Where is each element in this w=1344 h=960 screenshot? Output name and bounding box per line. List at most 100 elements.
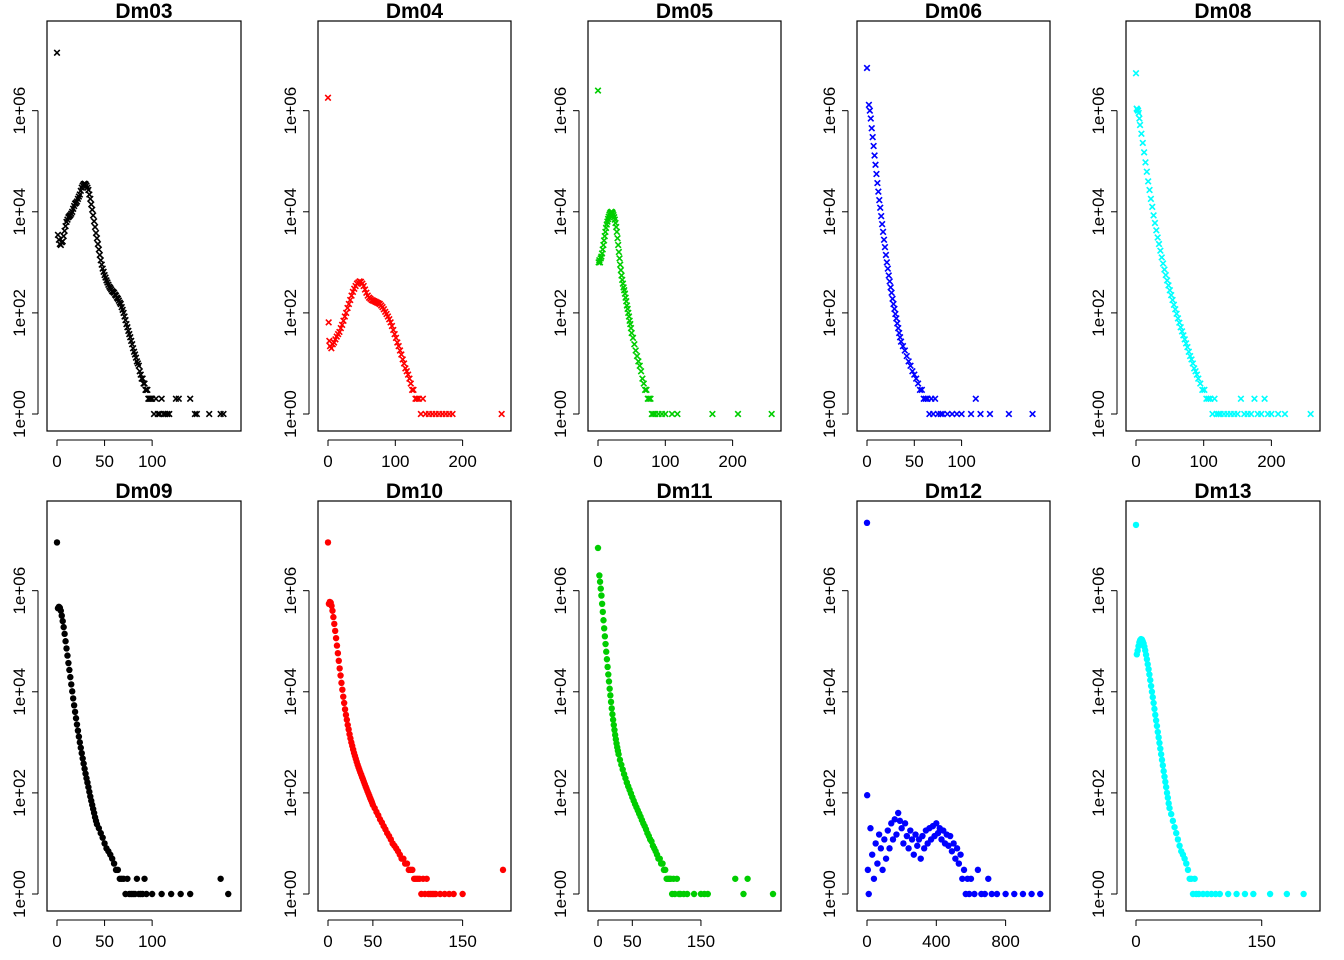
data-point — [993, 890, 1001, 898]
data-point — [874, 179, 881, 187]
data-point — [888, 289, 895, 297]
data-point — [143, 890, 150, 898]
data-point — [346, 296, 354, 304]
data-point — [971, 890, 978, 898]
data-point — [769, 890, 777, 898]
data-point — [93, 234, 101, 242]
x-axis: 0 50 100 — [52, 919, 166, 951]
data-point — [640, 380, 648, 387]
data-point — [393, 339, 401, 346]
data-point — [604, 663, 611, 671]
y-tick-label: 1e+00 — [281, 390, 300, 438]
data-point — [1169, 817, 1177, 825]
data-point — [1184, 866, 1192, 874]
data-point — [870, 875, 878, 882]
data-point — [597, 585, 604, 592]
data-point — [886, 845, 893, 852]
x-tick-label: 100 — [651, 452, 679, 471]
data-point — [1241, 890, 1249, 898]
y-axis: 1e+00 1e+02 1e+04 1e+06 — [1089, 567, 1118, 918]
data-point — [341, 313, 349, 320]
data-point — [603, 656, 611, 663]
data-point — [1173, 829, 1180, 837]
data-point — [610, 721, 617, 729]
data-point — [609, 711, 616, 718]
data-point — [1211, 395, 1218, 403]
data-point — [67, 673, 74, 681]
data-point — [139, 375, 146, 383]
y-tick-label: 1e+02 — [820, 769, 839, 817]
panel-title: Dm05 — [656, 0, 714, 23]
data-point — [110, 860, 118, 867]
y-tick-label: 1e+00 — [10, 870, 29, 918]
data-point — [914, 842, 921, 849]
data-point — [662, 866, 669, 874]
y-tick-label: 1e+06 — [820, 567, 839, 615]
data-point — [95, 825, 103, 832]
y-tick-label: 1e+04 — [1089, 668, 1108, 716]
y-tick-label: 1e+04 — [820, 188, 839, 236]
data-point — [614, 241, 622, 249]
data-point — [144, 386, 151, 394]
data-point — [91, 223, 99, 231]
data-point — [69, 695, 77, 702]
data-point — [135, 362, 143, 370]
data-point — [225, 890, 232, 898]
panel-dm09: Dm09 0 50 100 1e+00 1e+02 1e+04 1e+06 — [10, 480, 242, 951]
data-point — [60, 232, 68, 240]
data-point — [598, 600, 606, 608]
data-point — [1171, 305, 1179, 313]
data-point — [1168, 810, 1175, 818]
data-point — [92, 229, 100, 237]
data-point — [191, 410, 199, 418]
data-point — [1151, 705, 1158, 713]
data-point — [1169, 296, 1176, 304]
panel-dm03: Dm03 0 50 100 1e+00 1e+02 1e+04 1e+06 — [10, 0, 242, 471]
data-point — [205, 410, 213, 418]
data-point — [880, 236, 888, 244]
data-point — [886, 278, 894, 285]
data-point — [875, 831, 883, 838]
data-point — [616, 261, 624, 269]
data-point — [914, 380, 922, 387]
x-tick-label: 0 — [862, 932, 871, 951]
data-point — [1158, 756, 1166, 764]
data-point — [1148, 203, 1156, 211]
data-point — [864, 866, 872, 874]
x-tick-label: 0 — [1131, 452, 1140, 471]
x-tick-label: 150 — [448, 932, 476, 951]
data-point — [175, 395, 183, 403]
data-point — [53, 539, 61, 546]
data-series — [863, 64, 1036, 418]
plot-frame — [587, 20, 782, 432]
data-point — [868, 124, 876, 132]
data-point — [76, 739, 84, 746]
data-point — [1155, 240, 1163, 248]
data-point — [934, 829, 942, 837]
data-point — [1147, 676, 1154, 684]
data-point — [1184, 343, 1191, 351]
data-point — [647, 395, 654, 403]
data-point — [94, 240, 102, 248]
data-point — [1251, 395, 1258, 403]
data-point — [407, 380, 415, 387]
data-point — [165, 410, 173, 418]
data-point — [874, 860, 881, 867]
data-point — [1266, 890, 1274, 898]
data-point — [410, 386, 417, 394]
data-point — [177, 890, 184, 898]
data-point — [1167, 291, 1175, 299]
data-point — [1175, 319, 1183, 327]
data-point — [872, 840, 879, 847]
data-point — [1145, 665, 1152, 673]
data-point — [900, 840, 907, 847]
data-point — [1234, 410, 1241, 418]
data-point — [1156, 739, 1163, 747]
x-axis: 0 150 — [1131, 919, 1276, 951]
data-point — [1224, 890, 1232, 898]
data-point — [1189, 360, 1197, 367]
data-point — [600, 625, 608, 632]
data-point — [986, 410, 994, 418]
data-point — [193, 410, 201, 418]
data-point — [325, 318, 333, 326]
